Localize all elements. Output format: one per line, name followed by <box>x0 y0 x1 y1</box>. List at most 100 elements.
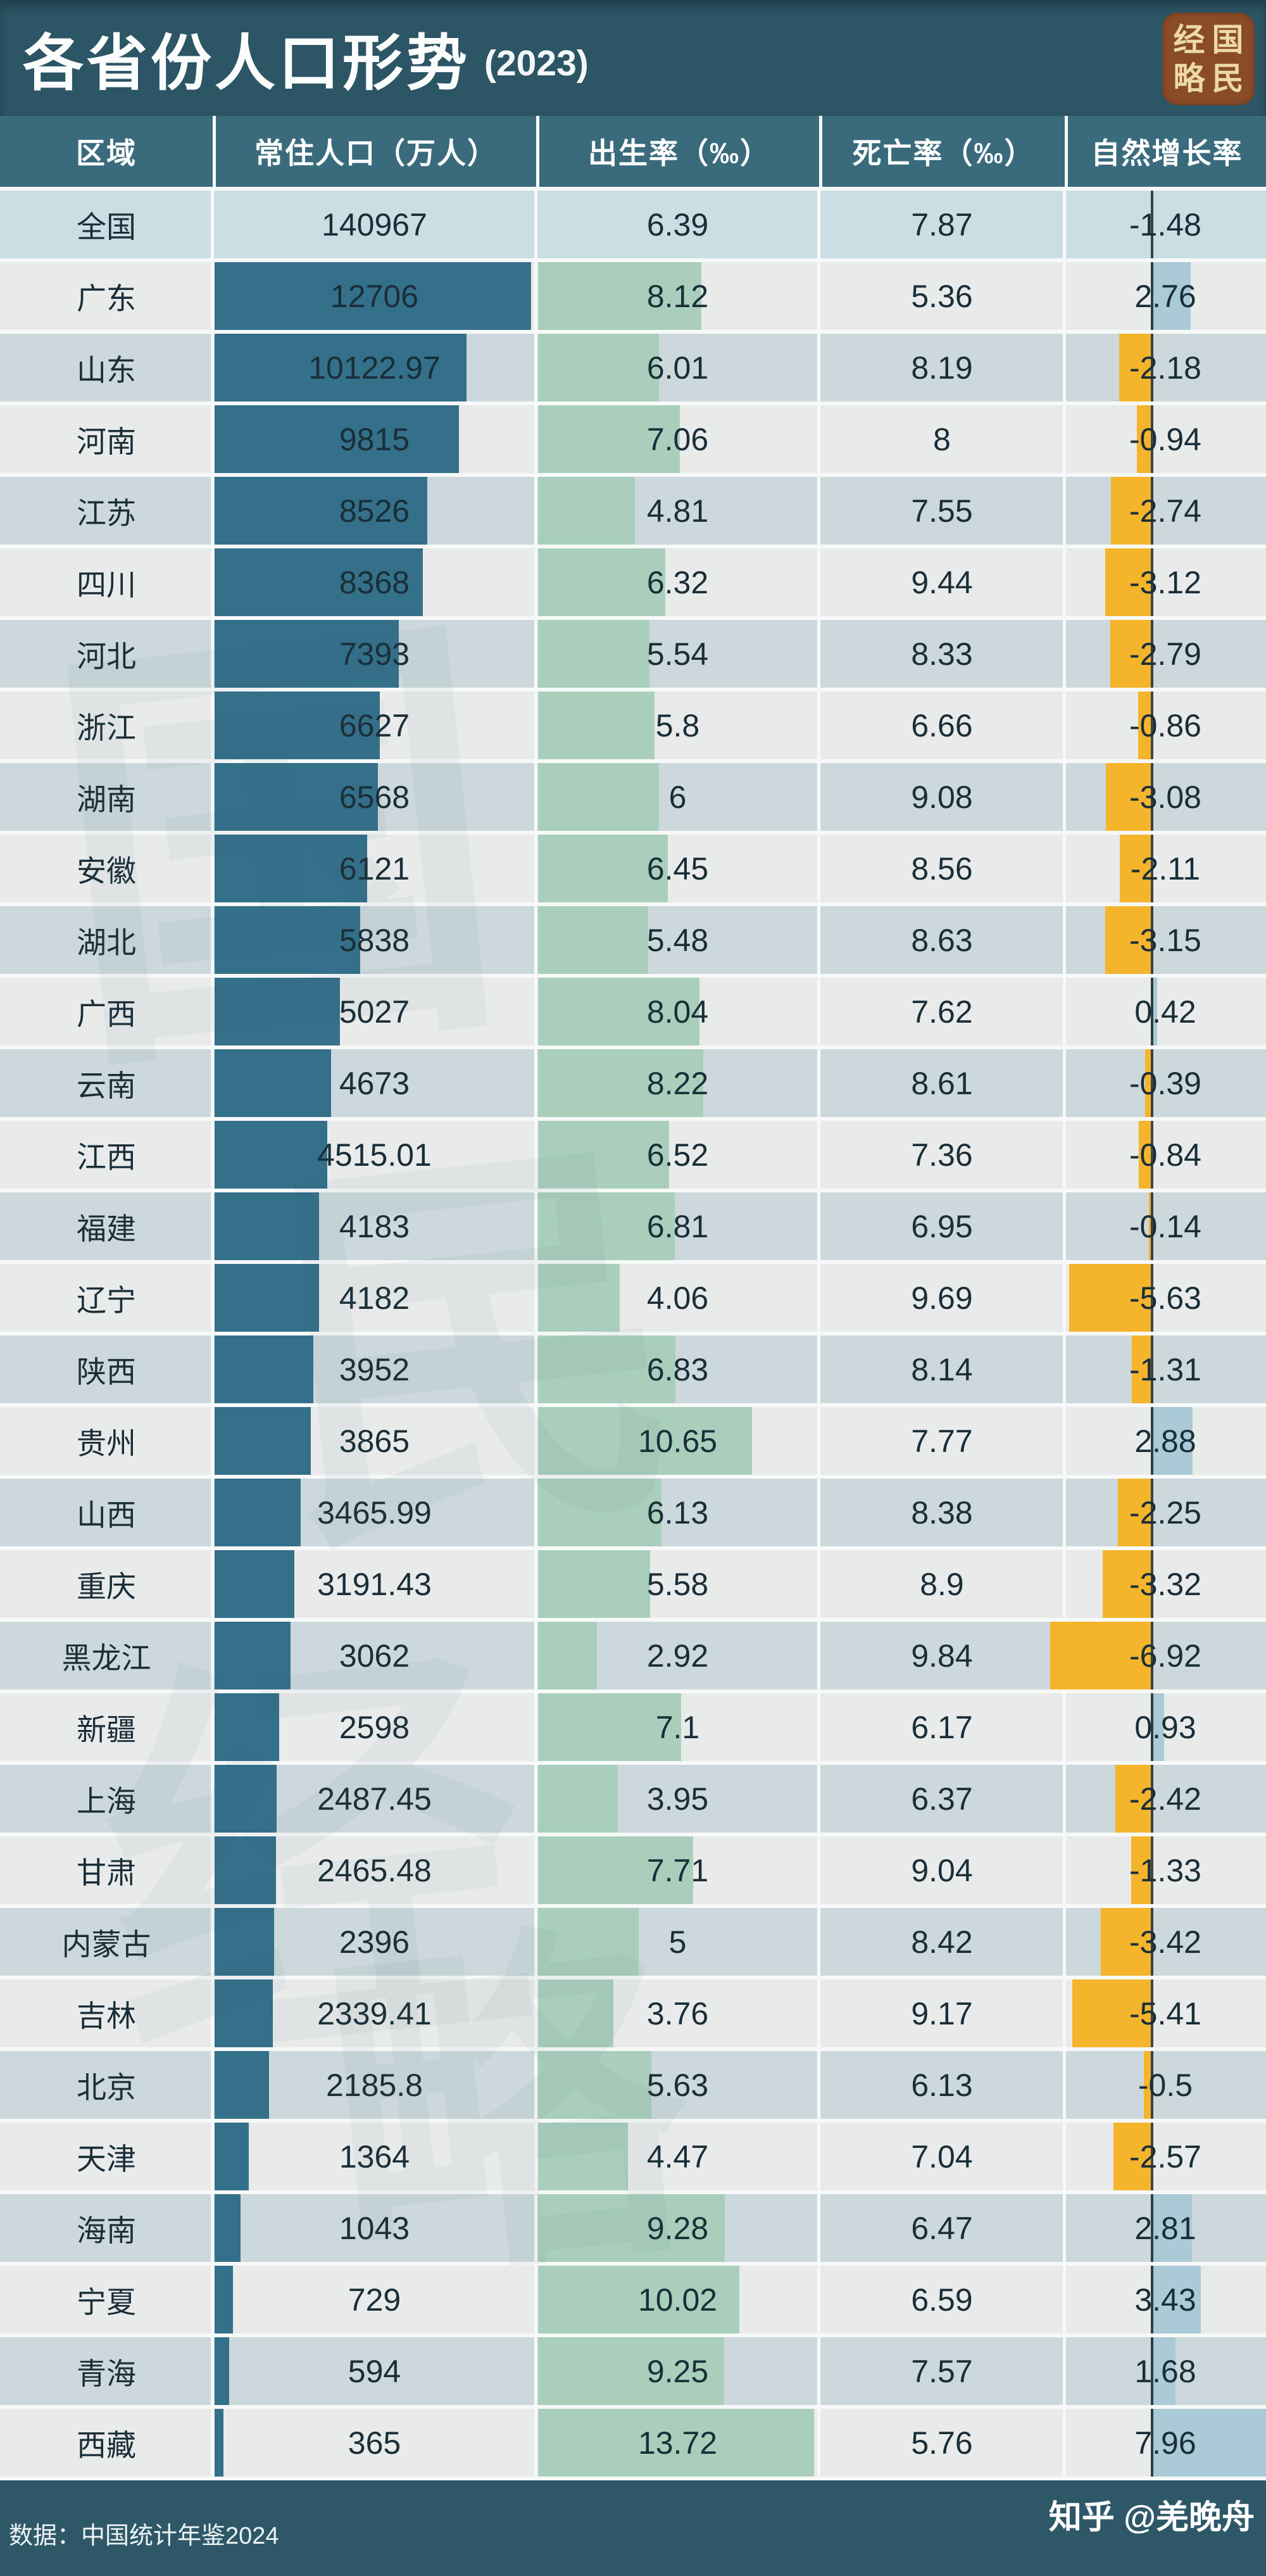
column-divider <box>1063 262 1066 330</box>
birth-rate-bar <box>538 835 668 902</box>
table-row: 云南 4673 8.22 8.61 -0.39 <box>0 1049 1266 1117</box>
growth-rate-value: -0.39 <box>1129 1065 1201 1101</box>
population-value: 6121 <box>339 850 410 887</box>
column-divider <box>534 1622 537 1689</box>
column-divider <box>534 1049 537 1117</box>
population-value: 3952 <box>339 1351 410 1387</box>
column-divider <box>534 1550 537 1618</box>
zero-axis-line <box>1151 2266 1153 2333</box>
growth-bar-positive <box>1151 1693 1165 1761</box>
column-divider <box>1063 1908 1066 1976</box>
birth-rate-value: 10.65 <box>637 1423 718 1459</box>
death-rate-value: 9.08 <box>911 779 973 815</box>
death-rate-value: 8.56 <box>911 850 973 887</box>
birth-rate-value: 6.45 <box>646 850 709 887</box>
population-bar <box>215 1979 273 2047</box>
population-bar <box>215 405 460 473</box>
column-divider <box>1063 2123 1066 2190</box>
column-divider <box>817 1479 820 1546</box>
column-divider <box>534 1335 537 1403</box>
zero-axis-line <box>1151 191 1153 258</box>
logo-char: 国 <box>1212 22 1244 58</box>
column-divider <box>534 405 537 473</box>
column-divider <box>817 1765 820 1833</box>
growth-rate-value: -2.74 <box>1129 493 1201 529</box>
birth-rate-bar <box>538 1979 614 2047</box>
table-header: 区域 常住人口（万人） 出生率（‰） 死亡率（‰） 自然增长率 <box>0 116 1266 187</box>
column-divider <box>534 1192 537 1260</box>
population-bar <box>215 835 367 902</box>
growth-rate-value: -2.18 <box>1129 350 1201 386</box>
population-value: 4673 <box>339 1065 410 1101</box>
zero-axis-line <box>1151 1765 1153 1833</box>
birth-rate-bar <box>538 1908 639 1976</box>
birth-rate-bar <box>538 2266 740 2333</box>
population-value: 2185.8 <box>326 2067 423 2103</box>
birth-rate-value: 6 <box>668 779 687 815</box>
birth-rate-bar <box>538 2123 629 2190</box>
population-bar <box>215 2194 241 2262</box>
population-value: 6627 <box>339 707 410 743</box>
population-value: 2339.41 <box>317 1995 432 2031</box>
region-name: 上海 <box>77 1784 136 1818</box>
column-divider <box>817 2266 820 2333</box>
column-divider <box>211 1550 214 1618</box>
population-value: 3191.43 <box>317 1566 432 1602</box>
birth-rate-bar <box>538 548 665 616</box>
column-divider <box>1063 1550 1066 1618</box>
column-divider <box>211 477 214 545</box>
death-rate-value: 7.87 <box>911 206 973 243</box>
zero-axis-line <box>1151 1264 1153 1332</box>
birth-rate-bar <box>538 262 702 330</box>
population-bar <box>215 1479 301 1546</box>
table-row: 河北 7393 5.54 8.33 -2.79 <box>0 620 1266 688</box>
column-divider <box>1063 1765 1066 1833</box>
population-bar <box>215 1407 311 1475</box>
column-divider <box>211 1049 214 1117</box>
death-rate-value: 9.17 <box>911 1995 973 2031</box>
birth-rate-value: 4.47 <box>646 2138 709 2175</box>
growth-bar-negative <box>1105 906 1151 974</box>
birth-rate-value: 9.25 <box>646 2353 709 2389</box>
column-divider <box>211 1693 214 1761</box>
population-bar <box>215 1693 280 1761</box>
author-credit: 知乎 @羌晚舟 <box>1048 2499 1255 2536</box>
population-value: 5027 <box>339 994 410 1030</box>
birth-rate-bar <box>538 1121 670 1189</box>
population-bar <box>215 1550 294 1618</box>
birth-rate-value: 8.04 <box>646 994 709 1030</box>
column-divider <box>211 1121 214 1189</box>
zero-axis-line <box>1151 2409 1153 2477</box>
column-divider <box>211 2337 214 2405</box>
death-rate-value: 7.36 <box>911 1137 973 1173</box>
column-divider <box>211 2409 214 2477</box>
header-cell-death-rate: 死亡率（‰） <box>819 116 1065 187</box>
column-divider <box>817 620 820 688</box>
growth-rate-value: -0.14 <box>1129 1208 1201 1244</box>
zero-axis-line <box>1151 763 1153 831</box>
growth-bar-negative <box>1072 1979 1151 2047</box>
column-divider <box>1063 191 1066 258</box>
birth-rate-value: 5.63 <box>646 2067 709 2103</box>
death-rate-value: 9.84 <box>911 1638 973 1674</box>
table-row: 宁夏 729 10.02 6.59 3.43 <box>0 2266 1266 2333</box>
column-divider <box>534 835 537 902</box>
growth-rate-value: 3.43 <box>1134 2282 1196 2318</box>
logo-char: 民 <box>1212 60 1244 96</box>
growth-rate-value: -1.33 <box>1129 1852 1201 1888</box>
birth-rate-value: 6.13 <box>646 1494 709 1531</box>
population-bar <box>215 2266 233 2333</box>
column-divider <box>534 2194 537 2262</box>
table-row-total: 全国 140967 6.39 7.87 -1.48 <box>0 191 1266 258</box>
header-cell-birth-rate: 出生率（‰） <box>536 116 819 187</box>
region-name: 福建 <box>77 1212 136 1246</box>
growth-rate-value: -0.94 <box>1129 421 1201 457</box>
population-value: 12706 <box>330 278 419 314</box>
population-value: 2598 <box>339 1709 410 1745</box>
zero-axis-line <box>1151 1622 1153 1689</box>
growth-bar-negative <box>1143 2051 1151 2119</box>
zero-axis-line <box>1151 2123 1153 2190</box>
growth-rate-value: -3.12 <box>1129 564 1201 600</box>
birth-rate-value: 6.81 <box>646 1208 709 1244</box>
